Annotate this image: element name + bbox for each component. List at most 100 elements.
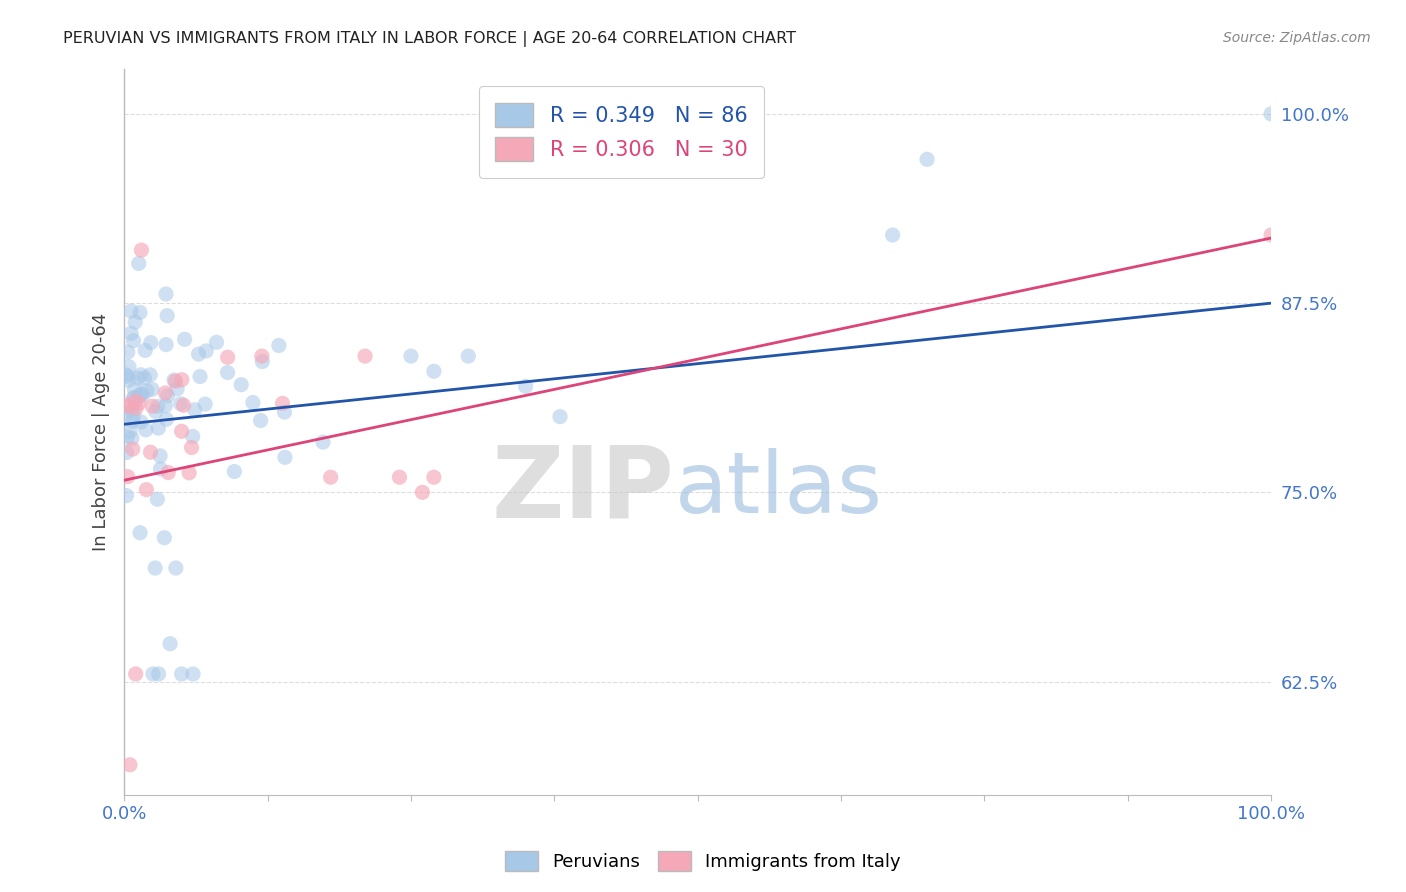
Y-axis label: In Labor Force | Age 20-64: In Labor Force | Age 20-64 (93, 313, 110, 551)
Point (195, 343, 218, 358)
Point (165, 374, 187, 388)
Point (135, 483, 157, 497)
Point (125, 667, 148, 681)
Point (267, 338, 290, 352)
Point (134, 371, 156, 385)
Point (118, 359, 141, 374)
Point (173, 398, 195, 412)
Point (153, 531, 176, 545)
Point (129, 368, 152, 382)
Point (155, 337, 177, 351)
Point (515, 379, 537, 393)
Point (117, 430, 139, 444)
Point (548, 409, 571, 424)
Point (217, 366, 239, 380)
Point (122, 334, 145, 348)
Point (274, 450, 297, 465)
Point (129, 525, 152, 540)
Point (121, 403, 143, 417)
Point (131, 243, 153, 257)
Point (166, 382, 188, 396)
Point (120, 424, 142, 438)
Point (231, 377, 253, 392)
Point (181, 429, 204, 443)
Point (128, 256, 150, 270)
Point (143, 561, 166, 575)
Point (141, 382, 163, 396)
Point (399, 349, 422, 363)
Point (319, 470, 342, 484)
Point (124, 393, 146, 408)
Point (1260, 227, 1282, 242)
Point (249, 413, 271, 427)
Point (882, 227, 904, 242)
Point (128, 396, 150, 410)
Point (179, 466, 201, 480)
Point (131, 388, 153, 402)
Point (125, 401, 148, 416)
Point (145, 404, 167, 418)
Point (157, 466, 180, 480)
Point (117, 345, 139, 359)
Point (184, 402, 207, 417)
Point (134, 343, 156, 358)
Point (250, 349, 273, 363)
Point (141, 399, 163, 413)
Point (181, 667, 204, 681)
Point (149, 449, 172, 463)
Point (155, 386, 177, 401)
Point (129, 305, 152, 319)
Point (121, 442, 143, 456)
Point (188, 369, 211, 384)
Point (149, 462, 172, 476)
Point (194, 397, 217, 411)
Point (122, 391, 145, 405)
Legend: R = 0.349   N = 86, R = 0.306   N = 30: R = 0.349 N = 86, R = 0.306 N = 30 (478, 87, 763, 178)
Point (127, 371, 149, 385)
Point (273, 405, 295, 419)
Point (423, 364, 446, 378)
Point (129, 415, 152, 429)
Point (170, 424, 193, 438)
Point (217, 351, 239, 365)
Point (115, 368, 138, 382)
Point (155, 287, 177, 301)
Point (124, 382, 146, 396)
Point (115, 445, 138, 459)
Point (187, 347, 209, 361)
Point (1260, 107, 1282, 121)
Text: ZIP: ZIP (492, 442, 675, 539)
Point (165, 561, 187, 575)
Point (148, 421, 170, 435)
Text: PERUVIAN VS IMMIGRANTS FROM ITALY IN LABOR FORCE | AGE 20-64 CORRELATION CHART: PERUVIAN VS IMMIGRANTS FROM ITALY IN LAB… (63, 31, 796, 47)
Point (115, 369, 138, 384)
Point (118, 757, 141, 772)
Point (122, 409, 145, 424)
Point (156, 309, 179, 323)
Point (146, 492, 169, 507)
Point (388, 470, 411, 484)
Point (242, 395, 264, 409)
Point (120, 304, 142, 318)
Point (457, 349, 479, 363)
Point (170, 373, 193, 387)
Point (170, 397, 193, 411)
Point (148, 667, 170, 681)
Legend: Peruvians, Immigrants from Italy: Peruvians, Immigrants from Italy (498, 844, 908, 879)
Point (180, 441, 202, 455)
Point (354, 349, 377, 363)
Point (139, 368, 162, 382)
Point (118, 400, 141, 414)
Point (163, 373, 186, 387)
Point (173, 332, 195, 346)
Point (117, 398, 139, 412)
Text: Source: ZipAtlas.com: Source: ZipAtlas.com (1223, 31, 1371, 45)
Point (120, 326, 142, 341)
Point (139, 335, 162, 350)
Point (155, 399, 177, 413)
Point (122, 391, 145, 405)
Point (142, 667, 165, 681)
Point (423, 470, 446, 484)
Point (170, 667, 193, 681)
Point (271, 396, 294, 410)
